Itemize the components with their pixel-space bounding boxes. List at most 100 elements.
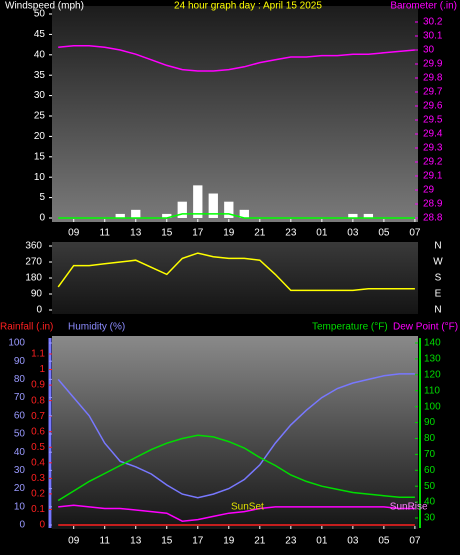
- x-tick-label: 09: [68, 536, 80, 547]
- y-tick-label: 5: [39, 192, 45, 203]
- wind-bar: [239, 209, 249, 218]
- y-tick-label: 10: [34, 172, 46, 183]
- x-tick-label: 07: [409, 228, 421, 239]
- rain-axis-label: Rainfall (.in): [0, 322, 53, 333]
- series-line: [57, 252, 415, 292]
- weather-panel: [52, 336, 418, 529]
- y2-tick-label: 29.4: [423, 129, 443, 140]
- wind-bar: [193, 185, 203, 218]
- y-tick-label: 30: [34, 90, 46, 101]
- y2-tick-label: 30.1: [423, 31, 443, 42]
- x-tick-label: 11: [100, 228, 111, 239]
- y3-tick-label: 70: [14, 392, 26, 403]
- y2-tick-label: 28.9: [423, 199, 443, 210]
- y2-tick-label: 90: [424, 417, 436, 428]
- y2-tick-label: 29.8: [423, 73, 443, 84]
- compass-label: W: [433, 257, 443, 268]
- y-tick-label: 0.7: [31, 411, 45, 422]
- y-tick-label: 1: [39, 364, 45, 375]
- wind-bar: [208, 193, 218, 218]
- y-tick-label: 35: [34, 70, 46, 81]
- y2-tick-label: 29.9: [423, 59, 443, 70]
- y3-tick-label: 0: [19, 520, 25, 531]
- y-tick-label: 180: [25, 273, 42, 284]
- x-tick-label: 13: [130, 228, 142, 239]
- y2-tick-label: 29.3: [423, 143, 443, 154]
- y2-tick-label: 29.2: [423, 157, 443, 168]
- y3-tick-label: 90: [14, 356, 26, 367]
- compass-label: E: [435, 289, 442, 300]
- y3-tick-label: 60: [14, 410, 26, 421]
- y2-tick-label: 29: [423, 185, 435, 196]
- x-tick-label: 15: [161, 536, 173, 547]
- y2-tick-label: 29.5: [423, 115, 443, 126]
- direction-panel: [52, 242, 418, 314]
- y2-axis-label: Barometer (.in): [390, 1, 457, 12]
- x-tick-label: 05: [378, 228, 390, 239]
- y2-tick-label: 70: [424, 449, 436, 460]
- y2-tick-label: 29.6: [423, 101, 443, 112]
- wind-bar: [363, 213, 374, 218]
- y-tick-label: 50: [34, 9, 46, 20]
- y3-tick-label: 50: [14, 429, 26, 440]
- y2-tick-label: 28.8: [423, 213, 443, 224]
- y2-tick-label: 100: [424, 401, 441, 412]
- wind-bar: [348, 213, 358, 218]
- series-line: [58, 45, 415, 72]
- series-line: [58, 504, 415, 522]
- x-tick-label: 11: [100, 536, 111, 547]
- dewpoint-axis-label: Dew Point (°F): [393, 322, 458, 333]
- chart-title: 24 hour graph day : April 15 2025: [174, 1, 322, 12]
- series-line: [57, 434, 415, 502]
- x-tick-label: 17: [192, 228, 204, 239]
- y3-tick-label: 100: [8, 338, 25, 349]
- y2-tick-label: 29.7: [423, 87, 443, 98]
- y-tick-label: 15: [34, 151, 46, 162]
- y3-tick-label: 20: [14, 483, 26, 494]
- y-tick-label: 0: [39, 520, 45, 531]
- wind-bar: [224, 201, 234, 218]
- compass-label: S: [435, 273, 442, 284]
- x-tick-label: 13: [130, 536, 142, 547]
- annotation: SunSet: [231, 502, 264, 513]
- wind-bar: [162, 213, 172, 218]
- y-tick-label: 0.1: [31, 504, 45, 515]
- y-tick-label: 360: [25, 241, 42, 252]
- wind-bar: [177, 201, 187, 218]
- series-line: [57, 373, 415, 499]
- y2-tick-label: 29.1: [423, 171, 443, 182]
- y3-tick-label: 30: [14, 465, 26, 476]
- y-tick-label: 0.9: [31, 380, 45, 391]
- y2-tick-label: 40: [424, 497, 436, 508]
- x-tick-label: 03: [347, 228, 359, 239]
- y-tick-label: 0.2: [31, 489, 45, 500]
- y-tick-label: 0.8: [31, 395, 45, 406]
- y2-tick-label: 30: [424, 513, 436, 524]
- x-tick-label: 07: [409, 536, 421, 547]
- x-tick-label: 01: [316, 536, 328, 547]
- x-tick-label: 19: [223, 536, 235, 547]
- compass-label: N: [434, 305, 441, 316]
- y-tick-label: 0.6: [31, 426, 45, 437]
- y2-tick-label: 130: [424, 354, 441, 365]
- wind-bar: [115, 213, 125, 218]
- y3-tick-label: 40: [14, 447, 26, 458]
- x-tick-label: 05: [378, 536, 390, 547]
- y-tick-label: 270: [25, 257, 42, 268]
- annotation: SunRise: [390, 502, 428, 513]
- y-tick-label: 90: [31, 289, 43, 300]
- x-tick-label: 23: [285, 536, 297, 547]
- temperature-axis-label: Temperature (°F): [312, 322, 388, 333]
- y-tick-label: 0: [36, 305, 42, 316]
- x-tick-label: 21: [254, 536, 266, 547]
- y2-tick-label: 30: [423, 45, 435, 56]
- humidity-axis-label: Humidity (%): [68, 322, 125, 333]
- y-tick-label: 1.1: [31, 349, 45, 360]
- x-tick-label: 09: [68, 228, 80, 239]
- y2-tick-label: 140: [424, 338, 441, 349]
- y-tick-label: 40: [34, 49, 46, 60]
- x-tick-label: 15: [161, 228, 173, 239]
- x-tick-label: 19: [223, 228, 235, 239]
- x-tick-label: 01: [316, 228, 328, 239]
